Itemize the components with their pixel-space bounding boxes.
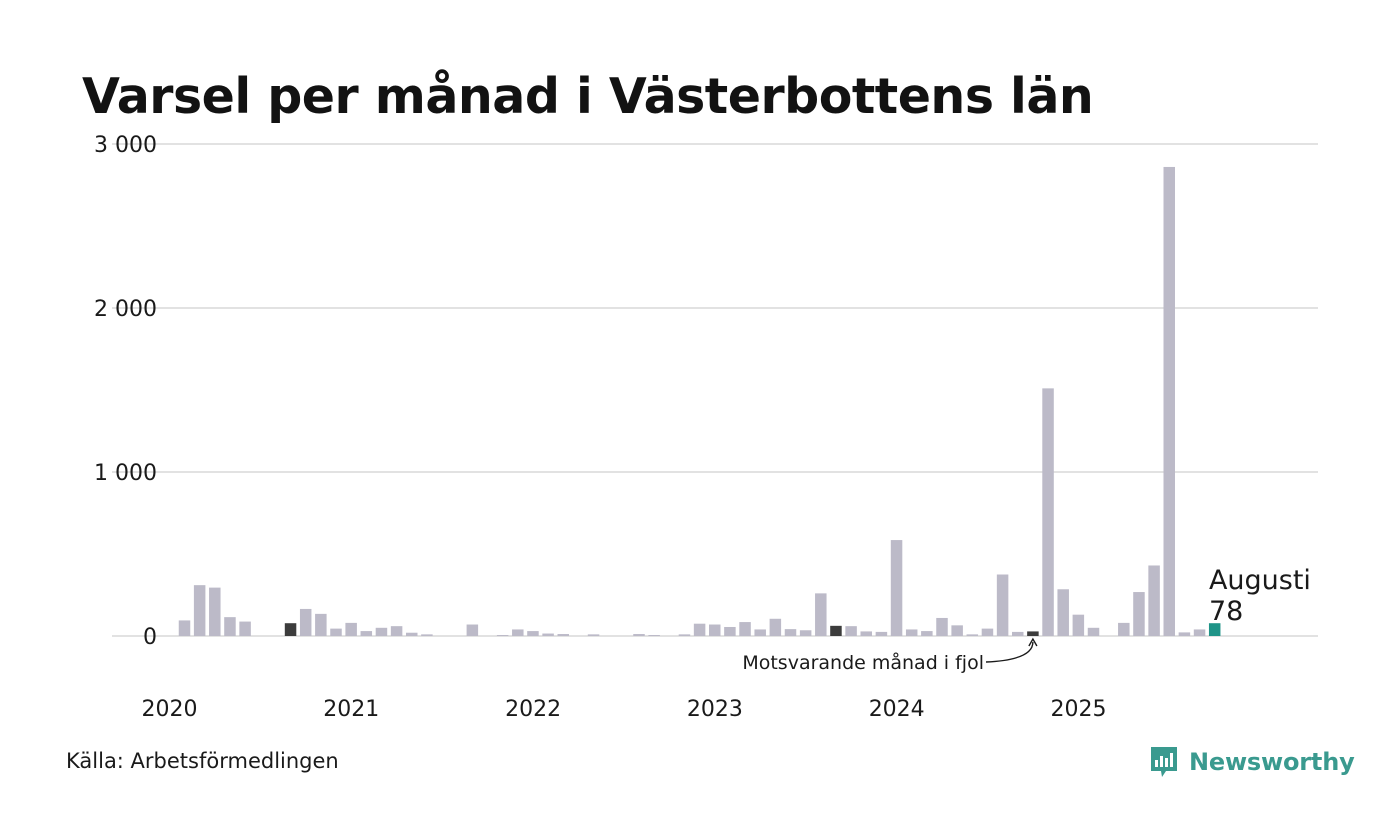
bar bbox=[784, 629, 797, 636]
bar bbox=[330, 628, 342, 636]
source-note: Källa: Arbetsförmedlingen bbox=[66, 749, 339, 773]
bar bbox=[678, 634, 691, 636]
bar bbox=[769, 618, 782, 636]
bar bbox=[406, 632, 418, 636]
y-tick-label: 3 000 bbox=[94, 133, 157, 158]
bar bbox=[1012, 631, 1024, 636]
bar bbox=[375, 627, 388, 636]
bar bbox=[178, 620, 191, 636]
bar bbox=[1208, 623, 1221, 636]
bar bbox=[1042, 388, 1054, 636]
bar bbox=[1057, 589, 1069, 636]
bar bbox=[921, 631, 933, 636]
chart-title: Varsel per månad i Västerbottens län bbox=[82, 68, 1094, 125]
bar bbox=[466, 624, 479, 636]
bar bbox=[936, 617, 948, 636]
newsworthy-logo[interactable]: Newsworthy bbox=[1149, 745, 1355, 779]
bar bbox=[512, 629, 524, 636]
bar bbox=[754, 629, 766, 636]
x-axis-tick-labels: 2020 2021 2022 2023 2024 2025 bbox=[142, 697, 1107, 722]
bar bbox=[633, 634, 645, 636]
bar bbox=[587, 634, 600, 636]
bar bbox=[193, 585, 206, 636]
bar bbox=[345, 622, 357, 636]
bar bbox=[996, 574, 1009, 636]
bar bbox=[239, 621, 251, 636]
bar bbox=[1148, 565, 1160, 636]
bar bbox=[1118, 622, 1130, 636]
bar bbox=[527, 631, 539, 636]
current-value-label: 78 bbox=[1209, 596, 1243, 627]
bar bbox=[845, 626, 857, 636]
bar bbox=[815, 593, 827, 636]
bar bbox=[966, 634, 979, 636]
bar bbox=[648, 635, 660, 636]
bar bbox=[315, 613, 327, 636]
logo-text: Newsworthy bbox=[1189, 748, 1355, 776]
bar bbox=[739, 622, 751, 636]
x-tick-label: 2023 bbox=[687, 697, 743, 722]
x-tick-label: 2021 bbox=[323, 697, 379, 722]
x-tick-label: 2024 bbox=[869, 697, 925, 722]
x-tick-label: 2022 bbox=[505, 697, 561, 722]
x-tick-label: 2020 bbox=[142, 697, 198, 722]
bar bbox=[951, 625, 963, 636]
bar bbox=[299, 608, 312, 636]
bar bbox=[1163, 166, 1175, 636]
bar bbox=[1193, 629, 1206, 636]
bar bbox=[1133, 592, 1145, 636]
bar bbox=[209, 587, 221, 636]
bar bbox=[496, 635, 509, 636]
newsworthy-logo-icon bbox=[1151, 747, 1177, 777]
bar bbox=[981, 628, 994, 636]
comparison-arrowhead bbox=[1028, 637, 1038, 647]
comparison-month-label: Motsvarande månad i fjol bbox=[742, 651, 984, 674]
bar bbox=[875, 631, 888, 636]
comparison-arrow bbox=[985, 641, 1034, 663]
y-tick-label: 2 000 bbox=[94, 297, 157, 322]
current-month-label: Augusti bbox=[1209, 565, 1311, 596]
y-tick-label: 0 bbox=[143, 625, 157, 650]
bar bbox=[709, 624, 721, 636]
bar bbox=[1027, 631, 1039, 636]
bars bbox=[178, 166, 1221, 636]
bar bbox=[830, 625, 842, 636]
bar bbox=[799, 630, 812, 636]
bar bbox=[724, 626, 736, 636]
grid-lines bbox=[112, 143, 1318, 637]
bar bbox=[905, 629, 918, 636]
bar bbox=[1178, 632, 1191, 636]
bar bbox=[224, 617, 236, 636]
bar bbox=[284, 623, 297, 636]
bar bbox=[390, 626, 403, 636]
bar bbox=[1072, 614, 1085, 636]
bar bbox=[421, 634, 433, 636]
bar bbox=[1087, 627, 1100, 636]
bar bbox=[542, 633, 554, 636]
bar bbox=[557, 634, 569, 636]
bar bbox=[890, 540, 903, 636]
bar bbox=[360, 631, 373, 636]
y-tick-label: 1 000 bbox=[94, 461, 157, 486]
bar bbox=[693, 623, 706, 636]
bar bbox=[860, 631, 872, 636]
y-axis-tick-labels: 0 1 000 2 000 3 000 bbox=[94, 133, 157, 650]
x-tick-label: 2025 bbox=[1051, 697, 1107, 722]
